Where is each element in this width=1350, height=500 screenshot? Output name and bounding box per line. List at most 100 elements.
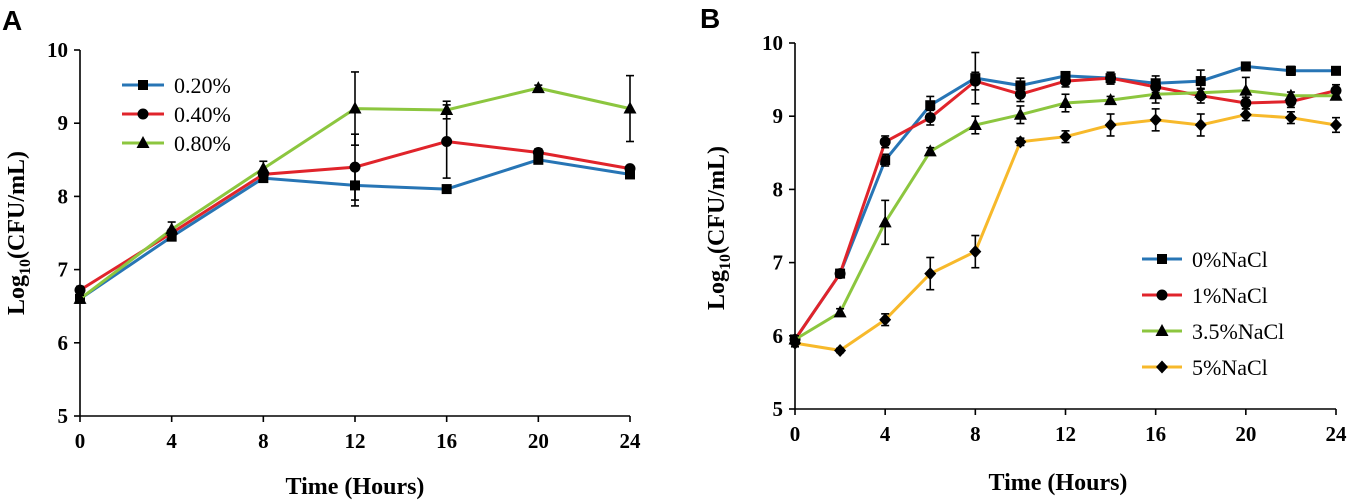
data-point — [879, 313, 892, 327]
x-tick-label: 8 — [258, 429, 269, 453]
x-tick-label: 16 — [1145, 422, 1166, 446]
x-tick-label: 12 — [345, 429, 366, 453]
y-tick-label: 8 — [773, 177, 784, 201]
data-point — [1284, 88, 1298, 101]
data-point — [624, 163, 636, 175]
legend-item: 3.5%NaCl — [1142, 319, 1284, 344]
legend-label: 0.20% — [174, 73, 231, 98]
panel-a-y-axis-title: Log10(CFU/mL) — [4, 151, 34, 315]
legend-item: 0.20% — [122, 73, 231, 98]
panel-b-legend: 0%NaCl 1%NaCl 3.5%NaCl 5%NaCl — [1142, 247, 1284, 380]
data-point — [1329, 88, 1343, 101]
x-tick-label: 4 — [880, 422, 891, 446]
x-tick-label: 0 — [75, 429, 86, 453]
data-point — [349, 161, 361, 173]
data-point — [924, 112, 936, 124]
data-point — [1194, 118, 1207, 132]
data-point — [1240, 61, 1251, 72]
data-point — [440, 103, 454, 116]
data-point — [1059, 130, 1072, 144]
y-tick-label: 6 — [58, 331, 69, 355]
legend-item: 5%NaCl — [1142, 355, 1268, 380]
x-tick-label: 8 — [970, 422, 981, 446]
y-tick-label: 5 — [58, 404, 69, 428]
legend-label: 0.40% — [174, 102, 231, 127]
data-point — [1331, 65, 1341, 76]
panel-label-a: A — [2, 5, 22, 36]
data-point — [441, 184, 452, 195]
legend-label: 5%NaCl — [1192, 355, 1268, 380]
data-point — [1014, 88, 1026, 100]
panel-b-y-axis-title: Log10(CFU/mL) — [704, 146, 734, 310]
x-tick-label: 4 — [166, 429, 177, 453]
data-point — [1013, 107, 1027, 120]
data-point — [532, 146, 544, 158]
data-point — [1059, 96, 1072, 109]
legend-marker — [137, 108, 149, 120]
data-point — [441, 136, 453, 147]
panel-b-series — [788, 51, 1343, 357]
data-point — [834, 268, 846, 280]
data-point — [880, 155, 891, 166]
legend-marker — [1156, 360, 1168, 374]
data-point — [1284, 111, 1297, 125]
data-point — [625, 169, 635, 180]
y-tick-label: 10 — [47, 38, 68, 62]
data-point — [1285, 65, 1296, 76]
data-point — [925, 100, 936, 111]
legend-item: 0%NaCl — [1142, 247, 1268, 272]
data-point — [531, 81, 545, 94]
data-point — [1014, 135, 1027, 149]
y-tick-label: 9 — [773, 104, 784, 128]
legend-item: 0.40% — [122, 102, 231, 127]
legend-marker — [1155, 324, 1169, 336]
panel-a-ticks: 5 6 7 8 9 10 0 4 8 12 16 20 24 — [47, 38, 641, 453]
data-point — [256, 161, 270, 174]
data-point — [1149, 113, 1162, 127]
legend-marker — [136, 136, 150, 148]
data-point — [348, 101, 362, 114]
legend-label: 1%NaCl — [1192, 283, 1268, 308]
legend-marker — [1157, 254, 1167, 264]
legend-label: 0.80% — [174, 131, 231, 156]
series-5%NaCl — [789, 108, 1342, 357]
data-point — [1104, 118, 1117, 132]
panel-a-legend: 0.20% 0.40% 0.80% — [122, 73, 231, 156]
y-tick-label: 7 — [58, 258, 69, 282]
legend-item: 1%NaCl — [1142, 283, 1268, 308]
data-point — [833, 305, 847, 318]
legend-marker — [1156, 289, 1168, 301]
data-point — [1015, 80, 1026, 91]
x-tick-label: 16 — [436, 429, 457, 453]
data-point — [623, 101, 637, 114]
legend-label: 3.5%NaCl — [1192, 319, 1284, 344]
panel-b-x-axis-title: Time (Hours) — [989, 470, 1128, 496]
series-0.80% — [73, 71, 637, 304]
data-point — [165, 222, 179, 235]
x-tick-label: 24 — [620, 429, 642, 453]
y-tick-label: 7 — [773, 251, 784, 275]
data-point — [1195, 76, 1206, 87]
panel-a-series — [73, 71, 637, 304]
panel-label-b: B — [700, 3, 720, 34]
data-point — [923, 144, 937, 157]
y-tick-label: 9 — [58, 111, 69, 135]
data-point — [1105, 72, 1117, 84]
data-point — [879, 136, 891, 148]
panel-b: B 5 6 7 8 9 10 0 4 8 12 16 20 24 Time (Hours) Log10(… — [700, 3, 1347, 496]
panel-b-ticks: 5 6 7 8 9 10 0 4 8 12 16 20 24 — [762, 31, 1347, 446]
data-point — [969, 245, 982, 259]
data-point — [878, 215, 892, 228]
y-tick-label: 5 — [773, 397, 784, 421]
y-tick-label: 8 — [58, 184, 69, 208]
panel-a: A 5 6 7 8 9 10 0 4 8 12 16 20 24 Time (Hours) Log10(… — [2, 5, 641, 500]
x-tick-label: 12 — [1055, 422, 1076, 446]
x-tick-label: 20 — [528, 429, 549, 453]
x-tick-label: 24 — [1326, 422, 1348, 446]
data-point — [1239, 83, 1253, 96]
y-tick-label: 10 — [762, 31, 783, 55]
data-point — [533, 154, 544, 165]
x-tick-label: 0 — [790, 422, 801, 446]
data-point — [1330, 118, 1342, 132]
